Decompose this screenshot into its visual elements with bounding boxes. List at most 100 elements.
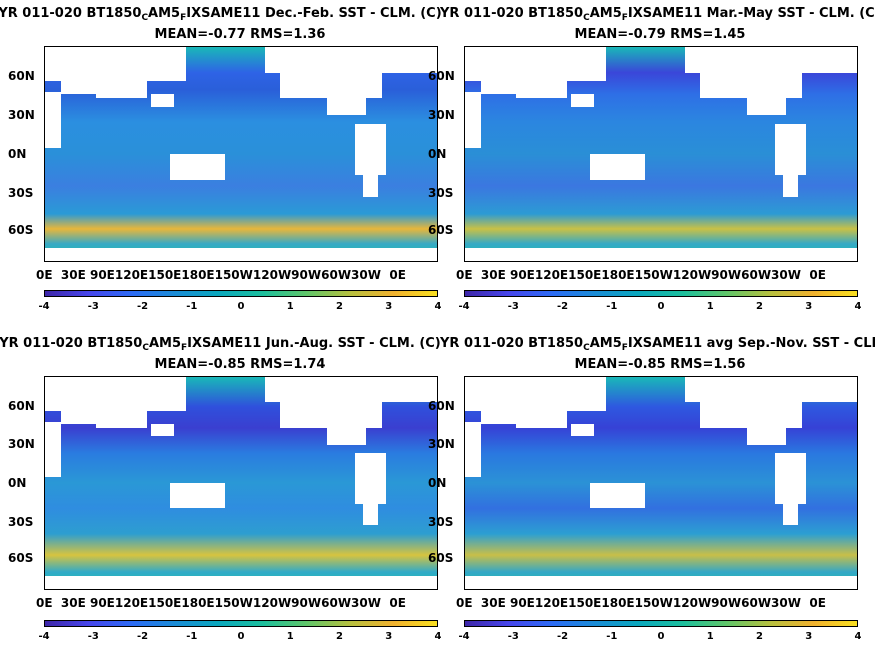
- lat-tick-label: 0N: [428, 476, 447, 490]
- land-mask: [774, 453, 807, 505]
- colorbar-tick-label: 0: [657, 301, 665, 312]
- panel-title: YR 011-020 BT1850CAM5FIXSAME11 avg Sep.-…: [440, 336, 875, 353]
- land-mask: [515, 76, 556, 99]
- land-mask: [354, 124, 387, 176]
- colorbar-tick-label: -3: [87, 301, 99, 312]
- land-mask: [150, 423, 175, 437]
- land-mask: [465, 248, 857, 261]
- land-mask: [551, 76, 567, 99]
- colorbar-tick-label: 2: [336, 301, 343, 312]
- map-plot-area: [464, 376, 858, 590]
- lat-tick-label: 30S: [8, 185, 34, 200]
- colorbar-tick-label: 2: [756, 301, 763, 312]
- land-mask: [170, 154, 226, 180]
- colorbar-tick-label: 3: [805, 631, 813, 642]
- lat-tick-label: 60N: [8, 69, 35, 84]
- panel-mam: YR 011-020 BT1850CAM5FIXSAME11 Mar.-May …: [440, 0, 875, 320]
- panel-stats: MEAN=-0.85 RMS=1.56: [574, 357, 746, 372]
- land-mask: [280, 398, 383, 428]
- lon-tick-labels: 0E 30E 90E120E150E180E150W120W90W60W30W …: [36, 596, 406, 610]
- lon-tick-labels: 0E 30E 90E120E150E180E150W120W90W60W30W …: [456, 596, 826, 610]
- colorbar-tick-label: -4: [458, 301, 470, 312]
- lat-tick-label: 60S: [428, 222, 454, 237]
- land-mask: [95, 76, 136, 99]
- land-mask: [327, 94, 367, 116]
- land-mask: [280, 68, 383, 99]
- land-mask: [590, 483, 646, 509]
- panel-son: YR 011-020 BT1850CAM5FIXSAME11 avg Sep.-…: [440, 330, 875, 650]
- map-plot-area: [44, 376, 438, 590]
- land-mask: [362, 171, 379, 197]
- colorbar: [464, 290, 858, 297]
- land-mask: [45, 576, 437, 589]
- land-mask: [354, 453, 387, 505]
- colorbar-tick-label: 1: [706, 301, 714, 312]
- land-mask: [45, 248, 437, 261]
- colorbar-tick-label: 4: [434, 631, 442, 642]
- colorbar-tick-label: 0: [237, 631, 245, 642]
- land-mask: [590, 154, 646, 180]
- land-mask: [131, 406, 147, 428]
- land-mask: [131, 76, 147, 99]
- land-mask: [700, 68, 803, 99]
- land-mask: [774, 124, 807, 176]
- colorbar-tick-label: -2: [136, 301, 149, 312]
- lon-tick-labels: 0E 30E 90E120E150E180E150W120W90W60W30W …: [36, 268, 406, 282]
- lat-tick-label: 60S: [428, 550, 454, 565]
- lat-tick-label: 0N: [8, 147, 27, 161]
- land-mask: [551, 406, 567, 428]
- colorbar-tick-label: -1: [606, 631, 618, 642]
- land-mask: [570, 423, 595, 437]
- panel-stats: MEAN=-0.85 RMS=1.74: [154, 357, 326, 372]
- lat-tick-label: 0N: [8, 476, 27, 490]
- colorbar-tick-label: -2: [556, 301, 569, 312]
- land-mask: [393, 377, 430, 399]
- panel-stats: MEAN=-0.79 RMS=1.45: [574, 27, 746, 42]
- panel-title: YR 011-020 BT1850CAM5FIXSAME11 Jun.-Aug.…: [0, 336, 441, 353]
- colorbar-tick-label: 2: [336, 631, 343, 642]
- colorbar-tick-label: -1: [606, 301, 618, 312]
- lat-tick-label: 60N: [428, 69, 455, 84]
- colorbar-tick-label: 4: [854, 301, 862, 312]
- land-mask: [45, 91, 61, 148]
- lat-tick-label: 30S: [8, 514, 34, 529]
- map-plot-area: [464, 46, 858, 262]
- land-mask: [327, 423, 367, 445]
- land-mask: [362, 499, 379, 526]
- colorbar-tick-label: 3: [805, 301, 813, 312]
- lat-tick-label: 30N: [8, 108, 35, 123]
- land-mask: [465, 576, 857, 589]
- colorbar: [44, 290, 438, 297]
- colorbar-tick-label: 0: [657, 631, 665, 642]
- colorbar-tick-label: -1: [186, 301, 198, 312]
- colorbar-tick-label: 4: [854, 631, 862, 642]
- land-mask: [465, 421, 481, 477]
- colorbar-tick-label: 3: [385, 631, 393, 642]
- panel-title: YR 011-020 BT1850CAM5FIXSAME11 Dec.-Feb.…: [0, 6, 442, 23]
- lat-tick-label: 30S: [428, 514, 454, 529]
- colorbar-tick-label: 4: [434, 301, 442, 312]
- colorbar-tick-label: -4: [458, 631, 470, 642]
- lat-tick-label: 60N: [428, 398, 455, 413]
- colorbar-tick-label: -1: [186, 631, 198, 642]
- land-mask: [465, 91, 481, 148]
- colorbar-tick-label: -4: [38, 631, 50, 642]
- lat-tick-label: 30N: [428, 437, 455, 452]
- colorbar-tick-label: -3: [87, 631, 99, 642]
- lat-tick-label: 60S: [8, 550, 34, 565]
- land-mask: [393, 47, 430, 69]
- lon-tick-labels: 0E 30E 90E120E150E180E150W120W90W60W30W …: [456, 268, 826, 282]
- lat-tick-label: 60N: [8, 398, 35, 413]
- colorbar-tick-label: 2: [756, 631, 763, 642]
- land-mask: [150, 94, 175, 107]
- colorbar-tick-label: -3: [507, 301, 519, 312]
- map-plot-area: [44, 46, 438, 262]
- land-mask: [700, 398, 803, 428]
- lat-tick-label: 30S: [428, 185, 454, 200]
- land-mask: [170, 483, 226, 509]
- panel-title: YR 011-020 BT1850CAM5FIXSAME11 Mar.-May …: [440, 6, 875, 23]
- land-mask: [782, 171, 799, 197]
- panel-stats: MEAN=-0.77 RMS=1.36: [154, 27, 326, 42]
- land-mask: [813, 377, 850, 399]
- colorbar-tick-label: -2: [136, 631, 149, 642]
